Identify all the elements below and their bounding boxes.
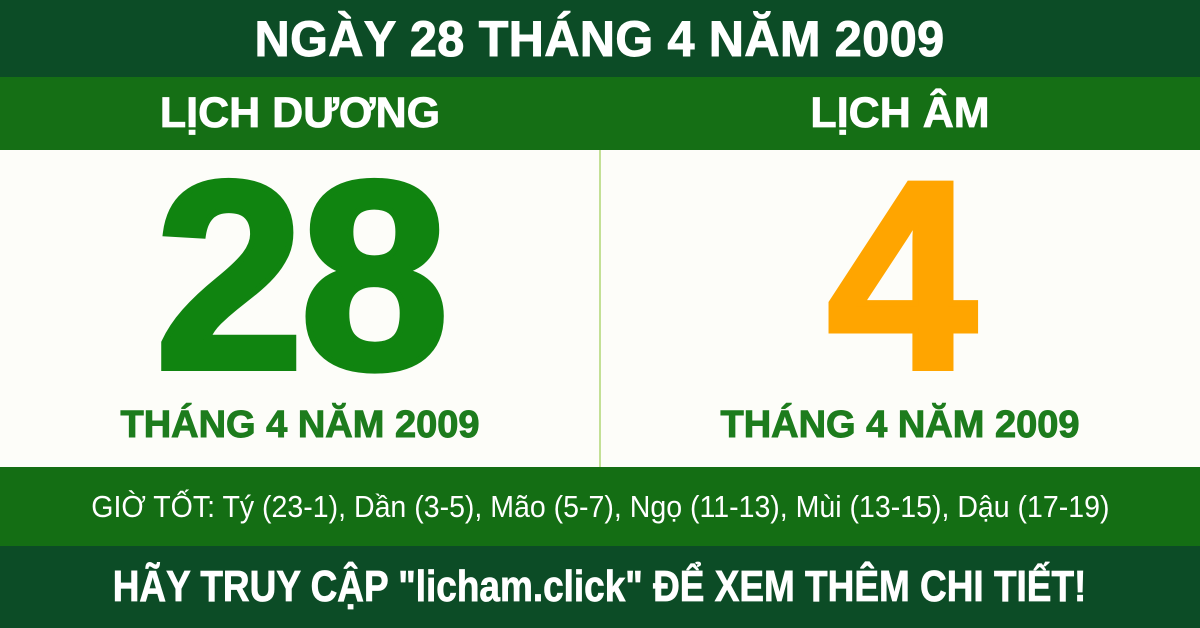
- date-header: NGÀY 28 THÁNG 4 NĂM 2009: [0, 0, 1200, 77]
- solar-day-number: 28: [152, 125, 452, 425]
- lunar-month-year: THÁNG 4 NĂM 2009: [720, 404, 1080, 447]
- solar-header-cell: LỊCH DƯƠNG: [0, 77, 600, 150]
- lunar-panel: 4 THÁNG 4 NĂM 2009: [600, 125, 1200, 467]
- good-hours-text: GIỜ TỐT: Tý (23-1), Dần (3-5), Mão (5-7)…: [90, 488, 1110, 524]
- lunar-header-cell: LỊCH ÂM: [600, 77, 1200, 150]
- calendar-column-headers: LỊCH DƯƠNG LỊCH ÂM: [0, 77, 1200, 150]
- solar-calendar-label: LỊCH DƯƠNG: [159, 89, 441, 138]
- column-divider: [599, 150, 601, 467]
- lunar-day-number: 4: [824, 125, 979, 425]
- solar-panel: 28 THÁNG 4 NĂM 2009: [0, 125, 600, 467]
- footer-cta-text: HÃY TRUY CẬP "licham.click" ĐỂ XEM THÊM …: [113, 562, 1087, 612]
- solar-month-year: THÁNG 4 NĂM 2009: [120, 404, 480, 447]
- calendar-body: 28 THÁNG 4 NĂM 2009 4 THÁNG 4 NĂM 2009: [0, 125, 1200, 467]
- footer-cta-bar: HÃY TRUY CẬP "licham.click" ĐỂ XEM THÊM …: [0, 546, 1200, 628]
- good-hours-bar: GIỜ TỐT: Tý (23-1), Dần (3-5), Mão (5-7)…: [0, 467, 1200, 546]
- lunar-calendar-label: LỊCH ÂM: [810, 89, 990, 138]
- date-header-title: NGÀY 28 THÁNG 4 NĂM 2009: [255, 10, 945, 67]
